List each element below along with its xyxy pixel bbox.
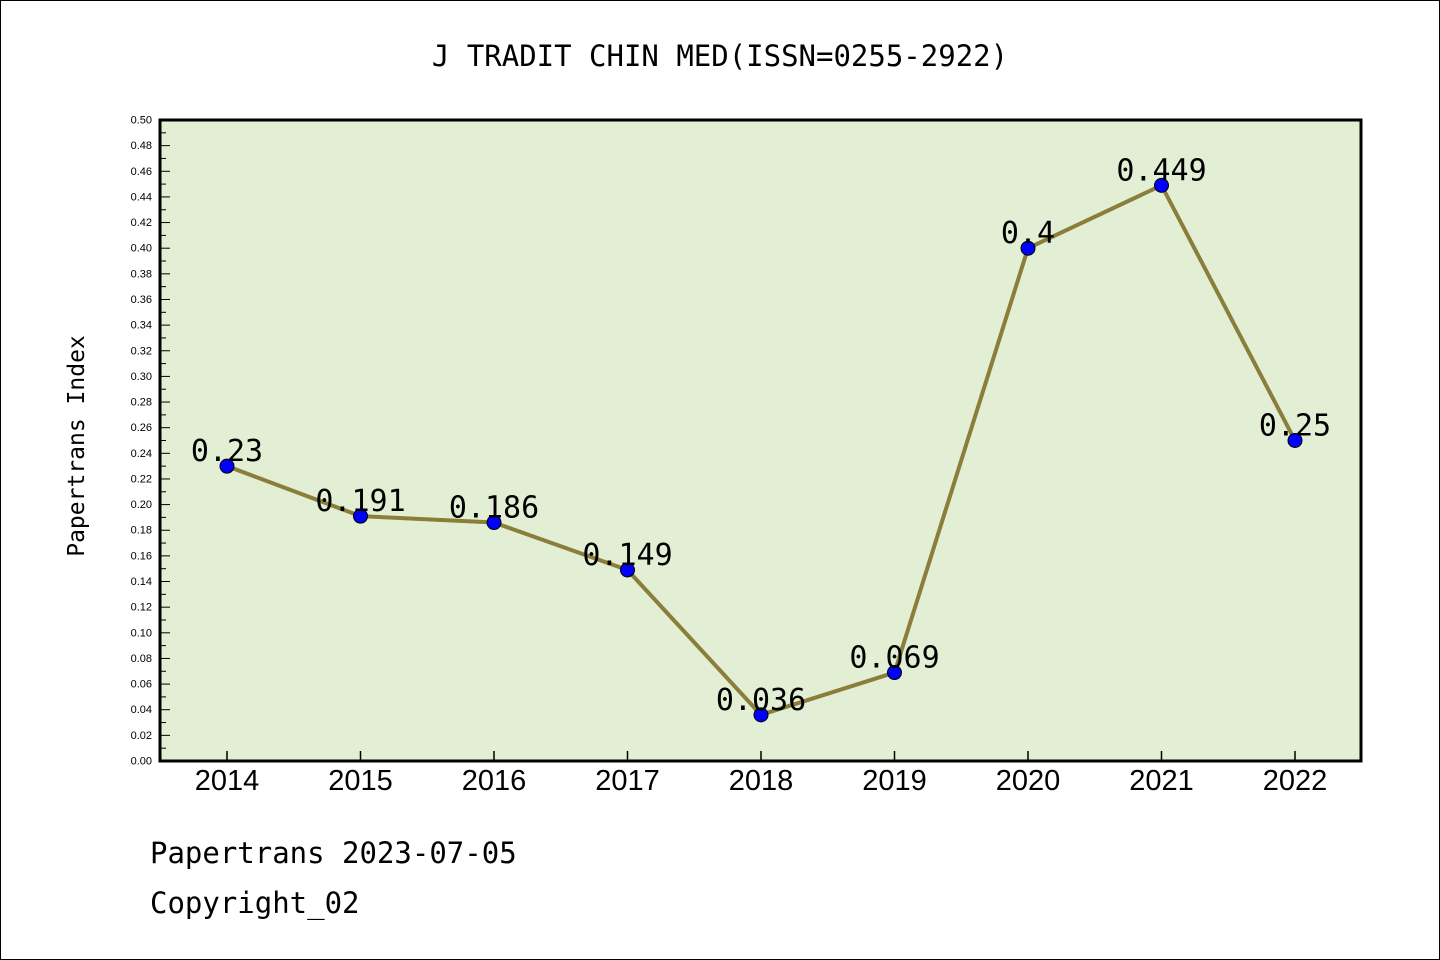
x-tick-label: 2017 <box>595 765 660 797</box>
y-tick-label: 0.38 <box>131 268 152 280</box>
data-label: 0.25 <box>1259 409 1331 444</box>
data-label: 0.069 <box>849 641 939 676</box>
data-label: 0.191 <box>315 484 405 519</box>
y-tick-label: 0.04 <box>131 704 152 716</box>
data-point <box>1287 433 1303 448</box>
y-tick-label: 0.18 <box>131 525 152 537</box>
data-point <box>353 508 368 524</box>
y-tick-label: 0.12 <box>131 602 152 614</box>
y-tick-label: 0.42 <box>131 217 152 229</box>
data-label: 0.186 <box>449 491 539 526</box>
y-tick-label: 0.20 <box>131 499 152 511</box>
y-tick-label: 0.34 <box>131 320 152 332</box>
data-point <box>1020 240 1036 256</box>
y-tick-label: 0.14 <box>131 576 152 588</box>
y-tick-label: 0.26 <box>131 422 152 434</box>
x-tick-label: 2020 <box>996 765 1061 797</box>
data-point <box>753 707 769 723</box>
y-tick-label: 0.40 <box>131 243 152 255</box>
data-label: 0.036 <box>716 683 806 718</box>
y-tick-label: 0.00 <box>131 756 152 768</box>
data-labels: 0.23 0.191 0.186 0.149 0.036 0.069 0.4 0.449 0.2… <box>191 153 1331 717</box>
x-tick-label: 2022 <box>1263 765 1328 797</box>
data-points <box>219 177 1303 723</box>
data-point <box>887 665 902 681</box>
y-tick-label: 0.50 <box>131 115 152 127</box>
x-tick-label: 2018 <box>729 765 794 797</box>
data-point <box>1154 177 1169 193</box>
y-tick-label: 0.36 <box>131 294 152 306</box>
data-label: 0.4 <box>1001 216 1055 251</box>
y-axis-ticks: 0.00 0.02 0.04 0.06 0.08 0.10 0.12 0.14 0.16 0.18… <box>131 115 170 768</box>
data-label: 0.149 <box>582 538 672 573</box>
chart-title: J TRADIT CHIN MED(ISSN=0255-2922) <box>432 39 1008 73</box>
footer-copyright: Copyright_02 <box>150 886 360 920</box>
x-tick-label: 2015 <box>328 765 393 797</box>
y-tick-label: 0.32 <box>131 345 152 357</box>
y-tick-label: 0.02 <box>131 730 152 742</box>
x-tick-label: 2019 <box>862 765 927 797</box>
y-tick-label: 0.24 <box>131 448 152 460</box>
x-axis-ticks: 2014 2015 2016 2017 2018 2019 2020 2021 2022 <box>195 751 1328 797</box>
y-tick-label: 0.30 <box>131 371 152 383</box>
y-tick-label: 0.48 <box>131 140 152 152</box>
y-tick-label: 0.06 <box>131 679 152 691</box>
y-tick-label: 0.22 <box>131 473 152 485</box>
y-tick-label: 0.10 <box>131 627 152 639</box>
x-tick-label: 2021 <box>1129 765 1194 797</box>
y-axis-label: Papertrans Index <box>64 335 90 557</box>
data-label: 0.23 <box>191 434 263 469</box>
x-tick-label: 2014 <box>195 765 260 797</box>
y-tick-label: 0.46 <box>131 166 152 178</box>
y-tick-label: 0.16 <box>131 550 152 562</box>
plot-area <box>158 118 1363 763</box>
data-point <box>219 458 235 474</box>
y-tick-label: 0.28 <box>131 397 152 409</box>
data-label: 0.449 <box>1116 153 1206 188</box>
x-tick-label: 2016 <box>462 765 527 797</box>
y-tick-label: 0.44 <box>131 191 152 203</box>
data-point <box>486 515 502 531</box>
y-tick-label: 0.08 <box>131 653 152 665</box>
data-point <box>620 562 635 578</box>
footer-date: Papertrans 2023-07-05 <box>150 836 517 870</box>
